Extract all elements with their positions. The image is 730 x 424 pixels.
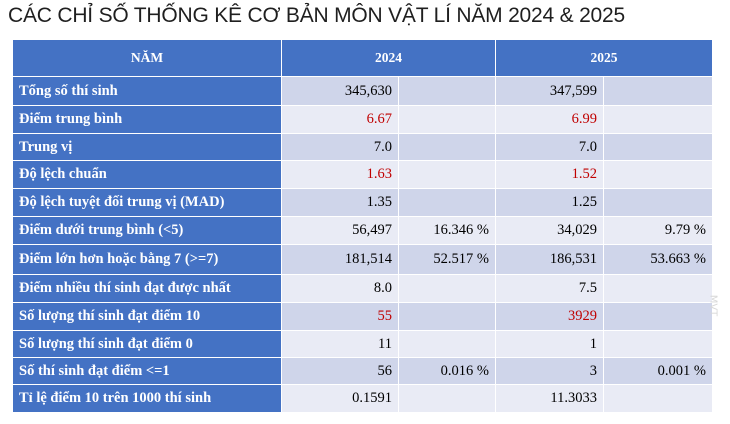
percent-2024 [398, 384, 496, 413]
percent-2024 [398, 160, 496, 189]
table-row: Trung vị 7.0 7.0 [12, 133, 713, 161]
value-2025: 186,531 [495, 244, 604, 275]
table-row: Số lượng thí sinh đạt điểm 0 11 1 [12, 330, 713, 358]
row-label: Điểm lớn hơn hoặc bằng 7 (>=7) [12, 244, 282, 275]
table-row: Độ lệch tuyệt đối trung vị (MAD) 1.35 1.25 [12, 188, 713, 217]
value-2025: 7.5 [495, 274, 604, 303]
value-2024: 1.63 [281, 160, 399, 189]
header-year-label: NĂM [12, 39, 282, 77]
percent-2024 [398, 330, 496, 358]
percent-2024 [398, 274, 496, 303]
percent-2024 [398, 188, 496, 217]
percent-2025 [603, 133, 713, 161]
percent-2024 [398, 133, 496, 161]
percent-2025 [603, 160, 713, 189]
percent-2024: 0.016 % [398, 357, 496, 385]
percent-2025 [603, 302, 713, 331]
value-2025: 1.52 [495, 160, 604, 189]
row-label: Số lượng thí sinh đạt điểm 10 [12, 302, 282, 331]
percent-2025 [603, 76, 713, 106]
value-2025: 3929 [495, 302, 604, 331]
row-label: Điểm dưới trung bình (<5) [12, 216, 282, 245]
value-2025: 1.25 [495, 188, 604, 217]
percent-2025 [603, 330, 713, 358]
value-2024: 6.67 [281, 105, 399, 134]
row-label: Độ lệch tuyệt đối trung vị (MAD) [12, 188, 282, 217]
table-body: Tổng số thí sinh 345,630 347,599 Điểm trung… [12, 76, 713, 413]
table-row: Điểm trung bình 6.67 6.99 [12, 105, 713, 134]
percent-2025: 9.79 % [603, 216, 713, 245]
value-2025: 34,029 [495, 216, 604, 245]
table-row: Điểm lớn hơn hoặc bằng 7 (>=7) 181,514 52.… [12, 244, 713, 275]
percent-2025: 0.001 % [603, 357, 713, 385]
header-2024: 2024 [281, 39, 496, 77]
row-label: Điểm trung bình [12, 105, 282, 134]
table-header-row: NĂM 2024 2025 [12, 39, 713, 77]
value-2024: 181,514 [281, 244, 399, 275]
value-2024: 56,497 [281, 216, 399, 245]
table-row: Độ lệch chuẩn 1.63 1.52 [12, 160, 713, 189]
table-row: Số lượng thí sinh đạt điểm 10 55 3929 [12, 302, 713, 331]
row-label: Trung vị [12, 133, 282, 161]
percent-2024: 16.346 % [398, 216, 496, 245]
page-title: CÁC CHỈ SỐ THỐNG KÊ CƠ BẢN MÔN VẬT LÍ NĂ… [8, 4, 625, 27]
table-row: Điểm dưới trung bình (<5) 56,497 16.346 % 3… [12, 216, 713, 245]
row-label: Số lượng thí sinh đạt điểm 0 [12, 330, 282, 358]
value-2024: 1.35 [281, 188, 399, 217]
value-2024: 11 [281, 330, 399, 358]
row-label: Tỉ lệ điểm 10 trên 1000 thí sinh [12, 384, 282, 413]
table-row: Số thí sinh đạt điểm <=1 56 0.016 % 3 0.001 … [12, 357, 713, 385]
percent-2025 [603, 188, 713, 217]
row-label: Điểm nhiều thí sinh đạt được nhất [12, 274, 282, 303]
percent-2025 [603, 105, 713, 134]
percent-2024 [398, 76, 496, 106]
value-2024: 56 [281, 357, 399, 385]
value-2025: 347,599 [495, 76, 604, 106]
value-2024: 345,630 [281, 76, 399, 106]
header-2025: 2025 [495, 39, 713, 77]
row-label: Tổng số thí sinh [12, 76, 282, 106]
value-2025: 6.99 [495, 105, 604, 134]
row-label: Độ lệch chuẩn [12, 160, 282, 189]
watermark: MVT [707, 294, 719, 317]
table-row: Tổng số thí sinh 345,630 347,599 [12, 76, 713, 106]
value-2025: 7.0 [495, 133, 604, 161]
value-2024: 8.0 [281, 274, 399, 303]
percent-2025 [603, 274, 713, 303]
table-row: Tỉ lệ điểm 10 trên 1000 thí sinh 0.1591 11… [12, 384, 713, 413]
value-2024: 55 [281, 302, 399, 331]
percent-2024 [398, 302, 496, 331]
value-2024: 7.0 [281, 133, 399, 161]
row-label: Số thí sinh đạt điểm <=1 [12, 357, 282, 385]
percent-2024 [398, 105, 496, 134]
percent-2025: 53.663 % [603, 244, 713, 275]
value-2025: 1 [495, 330, 604, 358]
percent-2025 [603, 384, 713, 413]
value-2025: 3 [495, 357, 604, 385]
table-row: Điểm nhiều thí sinh đạt được nhất 8.0 7.5 [12, 274, 713, 303]
value-2025: 11.3033 [495, 384, 604, 413]
value-2024: 0.1591 [281, 384, 399, 413]
percent-2024: 52.517 % [398, 244, 496, 275]
statistics-table: NĂM 2024 2025 Tổng số thí sinh 345,630 347… [12, 39, 713, 413]
